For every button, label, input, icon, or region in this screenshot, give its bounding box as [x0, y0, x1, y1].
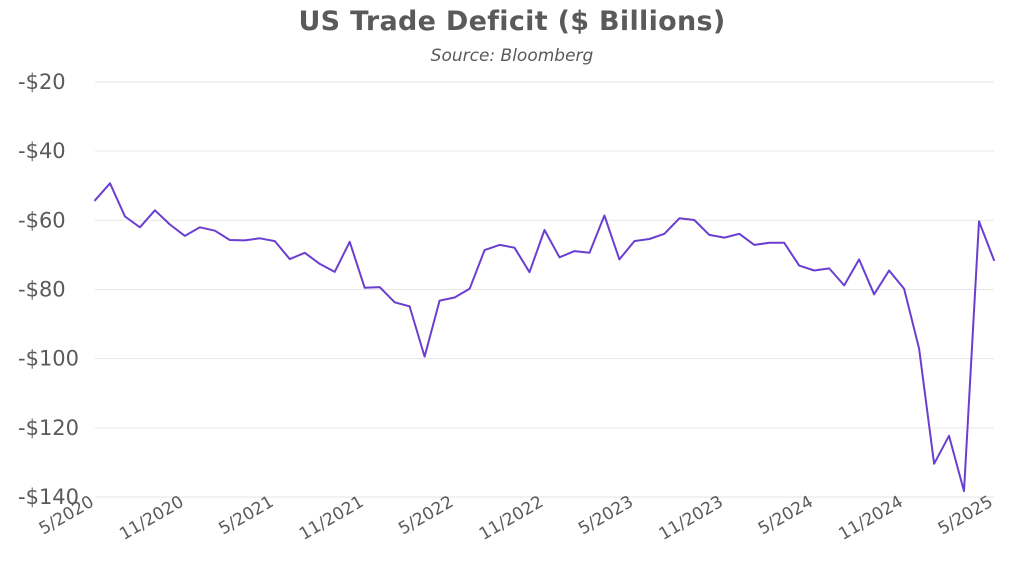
x-tick-label: 11/2023 [656, 492, 727, 545]
x-tick-label: 11/2020 [116, 492, 187, 545]
y-tick-label: -$120 [18, 416, 79, 440]
series-line [94, 182, 995, 493]
x-tick-label: 5/2021 [216, 492, 278, 539]
x-tick-label: 11/2022 [476, 492, 547, 545]
y-tick-label: -$100 [18, 347, 79, 371]
y-tick-label: -$20 [18, 70, 66, 94]
x-tick-label: 11/2021 [296, 492, 367, 545]
chart-title: US Trade Deficit ($ Billions) [298, 6, 726, 37]
y-tick-label: -$80 [18, 278, 66, 302]
chart-subtitle: Source: Bloomberg [430, 46, 594, 66]
y-tick-label: -$60 [18, 208, 66, 232]
x-tick-label: 5/2023 [575, 492, 637, 539]
y-tick-label: -$40 [18, 139, 66, 163]
x-tick-label: 5/2022 [395, 492, 457, 539]
x-tick-label: 5/2025 [935, 492, 997, 539]
x-tick-label: 11/2024 [835, 492, 906, 545]
x-tick-label: 5/2024 [755, 492, 817, 539]
y-tick-label: -$140 [18, 485, 79, 509]
